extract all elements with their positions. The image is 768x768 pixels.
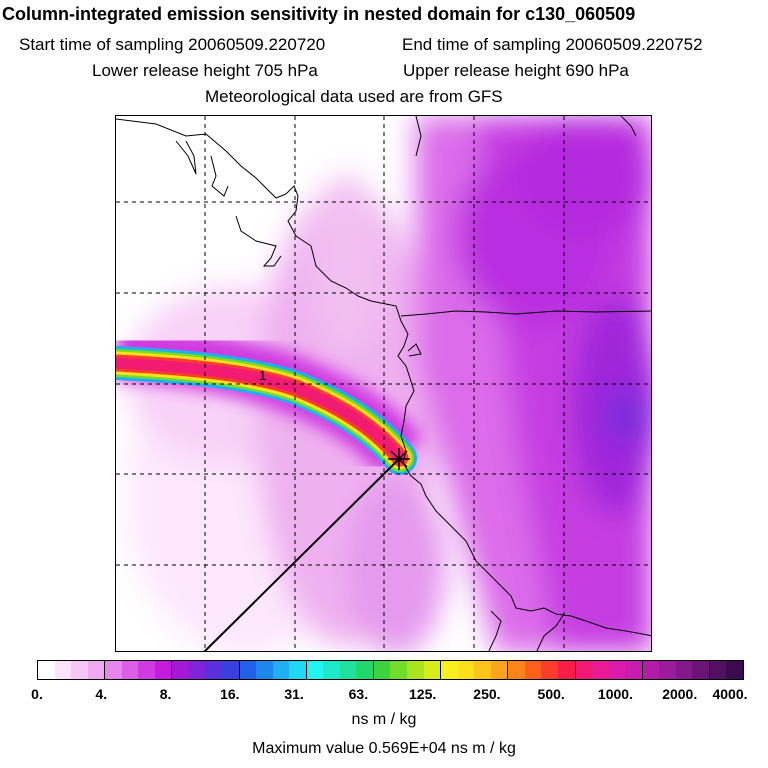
colorbar-swatch: [659, 661, 676, 679]
colorbar-swatch: [356, 661, 374, 679]
colorbar-tick-label: 16.: [220, 686, 240, 702]
map-canvas: 1: [116, 116, 651, 651]
colorbar-swatch: [87, 661, 106, 679]
colorbar-swatch: [625, 661, 643, 679]
colorbar: [37, 660, 744, 680]
colorbar-tick-label: 1000.: [597, 686, 633, 702]
colorbar-swatch: [121, 661, 139, 679]
colorbar-swatch: [692, 661, 710, 679]
colorbar-tick-label: 4.: [95, 686, 108, 702]
colorbar-swatch: [239, 661, 257, 679]
colorbar-swatch: [508, 661, 525, 679]
colorbar-swatch: [105, 661, 122, 679]
colorbar-swatch: [457, 661, 475, 679]
colorbar-swatch: [188, 661, 206, 679]
colorbar-swatch: [205, 661, 223, 679]
colorbar-tick-label: 31.: [284, 686, 304, 702]
colorbar-tick-label: 250.: [473, 686, 501, 702]
colorbar-swatch: [323, 661, 340, 679]
colorbar-swatch: [390, 661, 408, 679]
colorbar-swatch: [138, 661, 155, 679]
colorbar-swatch: [709, 661, 727, 679]
colorbar-swatch: [222, 661, 240, 679]
colorbar-swatch: [524, 661, 542, 679]
colorbar-swatch: [38, 661, 55, 679]
colorbar-swatch: [541, 661, 558, 679]
colorbar-tick-label: 500.: [537, 686, 565, 702]
trajectory-marker-label: 1: [259, 368, 266, 383]
colorbar-swatch: [54, 661, 72, 679]
colorbar-swatch: [490, 661, 509, 679]
maximum-value-label: Maximum value 0.569E+04 ns m / kg: [252, 740, 516, 757]
colorbar-swatch: [575, 661, 593, 679]
colorbar-unit: ns m / kg: [351, 711, 417, 728]
colorbar-swatch: [592, 661, 609, 679]
met-data-label: Meteorological data used are from GFS: [205, 87, 503, 106]
colorbar-swatch: [256, 661, 273, 679]
colorbar-tick-label: 125.: [409, 686, 437, 702]
colorbar-swatch: [71, 661, 88, 679]
colorbar-swatch: [154, 661, 173, 679]
colorbar-swatch: [306, 661, 324, 679]
colorbar-swatch: [172, 661, 189, 679]
colorbar-swatch: [339, 661, 357, 679]
colorbar-tick-label: 4000.: [712, 686, 748, 702]
colorbar-swatch: [289, 661, 307, 679]
colorbar-tick-label: 2000.: [662, 686, 698, 702]
colorbar-swatch: [675, 661, 693, 679]
colorbar-swatch: [423, 661, 442, 679]
figure-title: Column-integrated emission sensitivity i…: [2, 4, 636, 24]
colorbar-swatch: [726, 661, 743, 679]
colorbar-tick-label: 63.: [348, 686, 369, 702]
colorbar-swatch: [557, 661, 576, 679]
sensitivity-map: 1: [115, 115, 652, 652]
colorbar-swatch: [373, 661, 391, 679]
flight-track: [203, 458, 400, 651]
coastline: [116, 116, 651, 651]
colorbar-swatch: [407, 661, 424, 679]
upper-release-label: Upper release height 690 hPa: [403, 61, 629, 80]
end-time-label: End time of sampling 20060509.220752: [402, 35, 703, 54]
lat-lon-grid: [116, 116, 651, 651]
colorbar-swatch: [272, 661, 290, 679]
colorbar-tick-label: 0.: [31, 686, 43, 702]
colorbar-swatch: [441, 661, 458, 679]
colorbar-tick-label: 8.: [159, 686, 172, 702]
colorbar-swatch: [608, 661, 626, 679]
lower-release-label: Lower release height 705 hPa: [92, 61, 318, 80]
release-point-marker: [388, 448, 410, 470]
plume: [116, 346, 417, 475]
colorbar-swatch: [642, 661, 660, 679]
start-time-label: Start time of sampling 20060509.220720: [19, 35, 326, 54]
colorbar-swatch: [474, 661, 491, 679]
